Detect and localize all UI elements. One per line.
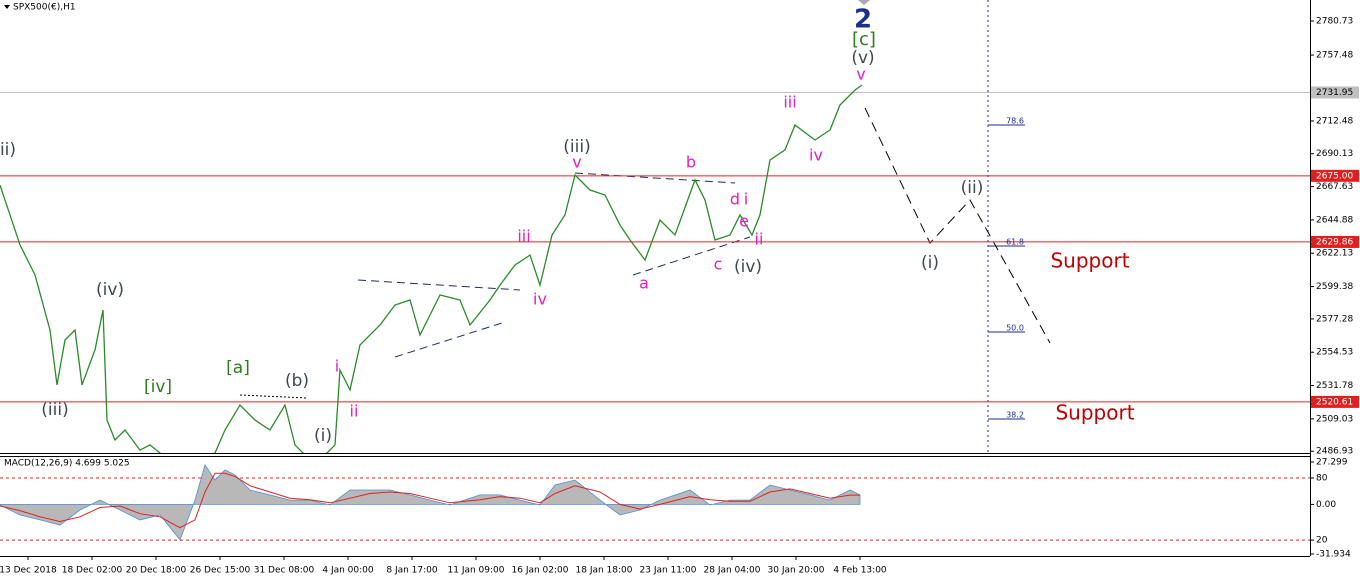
y-tick-label: 2644.88 — [1316, 215, 1353, 225]
wave-label: 38.2 — [1006, 411, 1024, 420]
x-tick-label: 11 Jan 09:00 — [448, 566, 505, 576]
menu-arrow — [4, 5, 10, 9]
wave-label: [iv] — [144, 377, 172, 397]
y-tick-label: 80 — [1316, 473, 1328, 483]
wave-label: (iv) — [96, 280, 124, 300]
wave-label: d — [730, 190, 740, 209]
level-label: 2520.61 — [1316, 397, 1353, 407]
plot-area — [0, 84, 1310, 453]
wave-label: iii — [517, 227, 530, 246]
y-tick-label: -31.934 — [1316, 550, 1351, 560]
x-tick-label: 18 Dec 02:00 — [62, 566, 123, 576]
wave-label: v — [856, 65, 865, 84]
y-tick-label: 2667.63 — [1316, 182, 1353, 192]
x-tick-label: 18 Jan 18:00 — [576, 566, 633, 576]
x-tick-label: 4 Jan 00:00 — [322, 566, 374, 576]
wave-label: iv — [809, 146, 823, 165]
y-tick-label: 2577.28 — [1316, 314, 1353, 324]
x-tick-label: 28 Jan 04:00 — [704, 566, 761, 576]
wave-label: iii — [783, 93, 796, 112]
current-price-box — [1311, 86, 1359, 99]
level-label: 2629.86 — [1316, 237, 1353, 247]
wave-label: iv — [533, 290, 547, 309]
y-tick-label: 2690.13 — [1316, 149, 1353, 159]
overlay-lines — [239, 0, 1051, 453]
wave-label: i — [744, 190, 748, 209]
wave-label: ii — [350, 402, 359, 421]
x-tick-label: 30 Jan 20:00 — [768, 566, 825, 576]
wave-label: 2 — [854, 5, 872, 35]
chart-title: SPX500(€),H1 — [13, 3, 76, 13]
wave-label: 50.0 — [1006, 324, 1024, 333]
macd-histogram — [0, 463, 861, 541]
y-tick-label: 2757.48 — [1316, 51, 1353, 61]
wave-label: 78.6 — [1006, 117, 1024, 126]
wave-label: (v) — [851, 48, 874, 68]
y-tick-label: 20 — [1316, 536, 1328, 546]
x-tick-label: 16 Jan 02:00 — [512, 566, 569, 576]
x-tick-label: 20 Dec 18:00 — [126, 566, 187, 576]
plot-area — [0, 463, 1310, 541]
wave-label: (iii) — [563, 137, 590, 157]
wave-label: [a] — [226, 358, 250, 378]
y-tick-label: 0.00 — [1316, 500, 1336, 510]
level-box — [1311, 169, 1359, 182]
x-tick-label: 26 Dec 15:00 — [190, 566, 251, 576]
wave-label: (i) — [921, 253, 939, 273]
y-tick-label: 2531.78 — [1316, 381, 1353, 391]
frame — [0, 0, 1311, 557]
wave-label: 61.8 — [1006, 238, 1024, 247]
signal-line — [0, 472, 860, 529]
wave-label: e — [739, 212, 749, 231]
wave-label: (i) — [314, 426, 332, 446]
wave-label: a — [639, 274, 649, 293]
wave-label: v — [572, 153, 581, 172]
current-price-label: 2731.95 — [1316, 88, 1353, 98]
wave-label: Support — [1050, 249, 1129, 273]
y-tick-label: 2780.73 — [1316, 17, 1353, 27]
x-tick-label: 4 Feb 13:00 — [833, 566, 887, 576]
wave-label: ii) — [0, 140, 16, 160]
y-tick-label: 27.299 — [1316, 458, 1348, 468]
price-line — [0, 84, 863, 453]
x-tick-label: 8 Jan 17:00 — [386, 566, 438, 576]
y-tick-label: 2622.13 — [1316, 249, 1353, 259]
wave-label: c — [714, 255, 723, 274]
indicator-title: MACD(12,26,9) 4.699 5.025 — [4, 459, 130, 469]
wave-label: (ii) — [961, 178, 984, 198]
x-tick-label: 23 Jan 11:00 — [640, 566, 697, 576]
wave-label: [c] — [852, 29, 876, 50]
y-tick-label: 2509.03 — [1316, 414, 1353, 424]
y-tick-label: 2554.53 — [1316, 348, 1353, 358]
x-tick-label: 31 Dec 08:00 — [254, 566, 315, 576]
wave-label: (iv) — [734, 257, 762, 277]
level-box — [1311, 235, 1359, 248]
level-box — [1311, 395, 1359, 408]
wave-label: (b) — [285, 371, 309, 391]
y-tick-label: 2712.48 — [1316, 116, 1353, 126]
wave-label: i — [335, 357, 339, 376]
level-label: 2675.00 — [1316, 171, 1353, 181]
wave-label: ii — [755, 230, 764, 249]
x-tick-label: 13 Dec 2018 — [0, 566, 57, 576]
y-tick-label: 2486.93 — [1316, 447, 1353, 457]
wave-label: Support — [1055, 401, 1134, 425]
y-tick-label: 2599.38 — [1316, 282, 1353, 292]
wave-label: (iii) — [41, 400, 68, 420]
wave-label: b — [686, 153, 696, 172]
